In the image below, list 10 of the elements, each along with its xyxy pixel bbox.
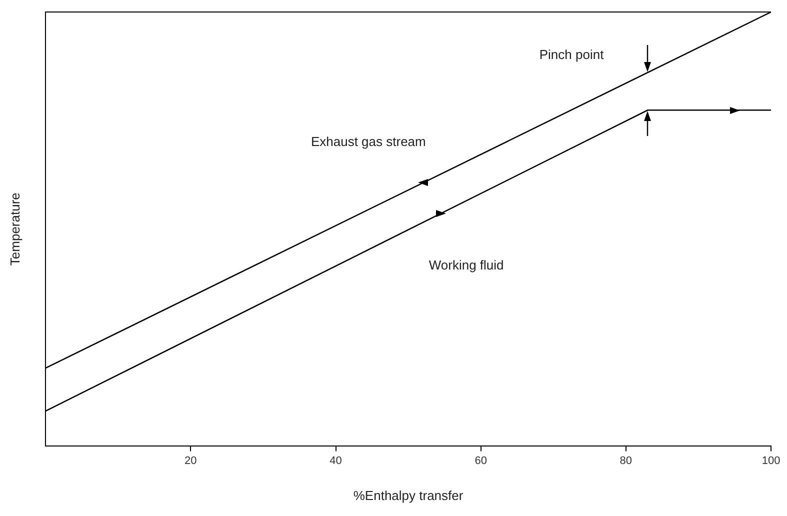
x-tick-label: 40 [330,454,342,467]
x-tick-label: 60 [474,454,487,467]
y-axis-title: Temperature [7,192,22,266]
x-tick-label: 100 [762,454,780,467]
annotation: Exhaust gas stream [310,134,426,149]
x-tick-label: 20 [184,454,197,467]
x-tick-label: 80 [620,454,632,467]
x-axis-title: %Enthalpy transfer [353,488,464,503]
annotation: Pinch point [539,47,604,62]
annotation: Working fluid [428,258,504,273]
